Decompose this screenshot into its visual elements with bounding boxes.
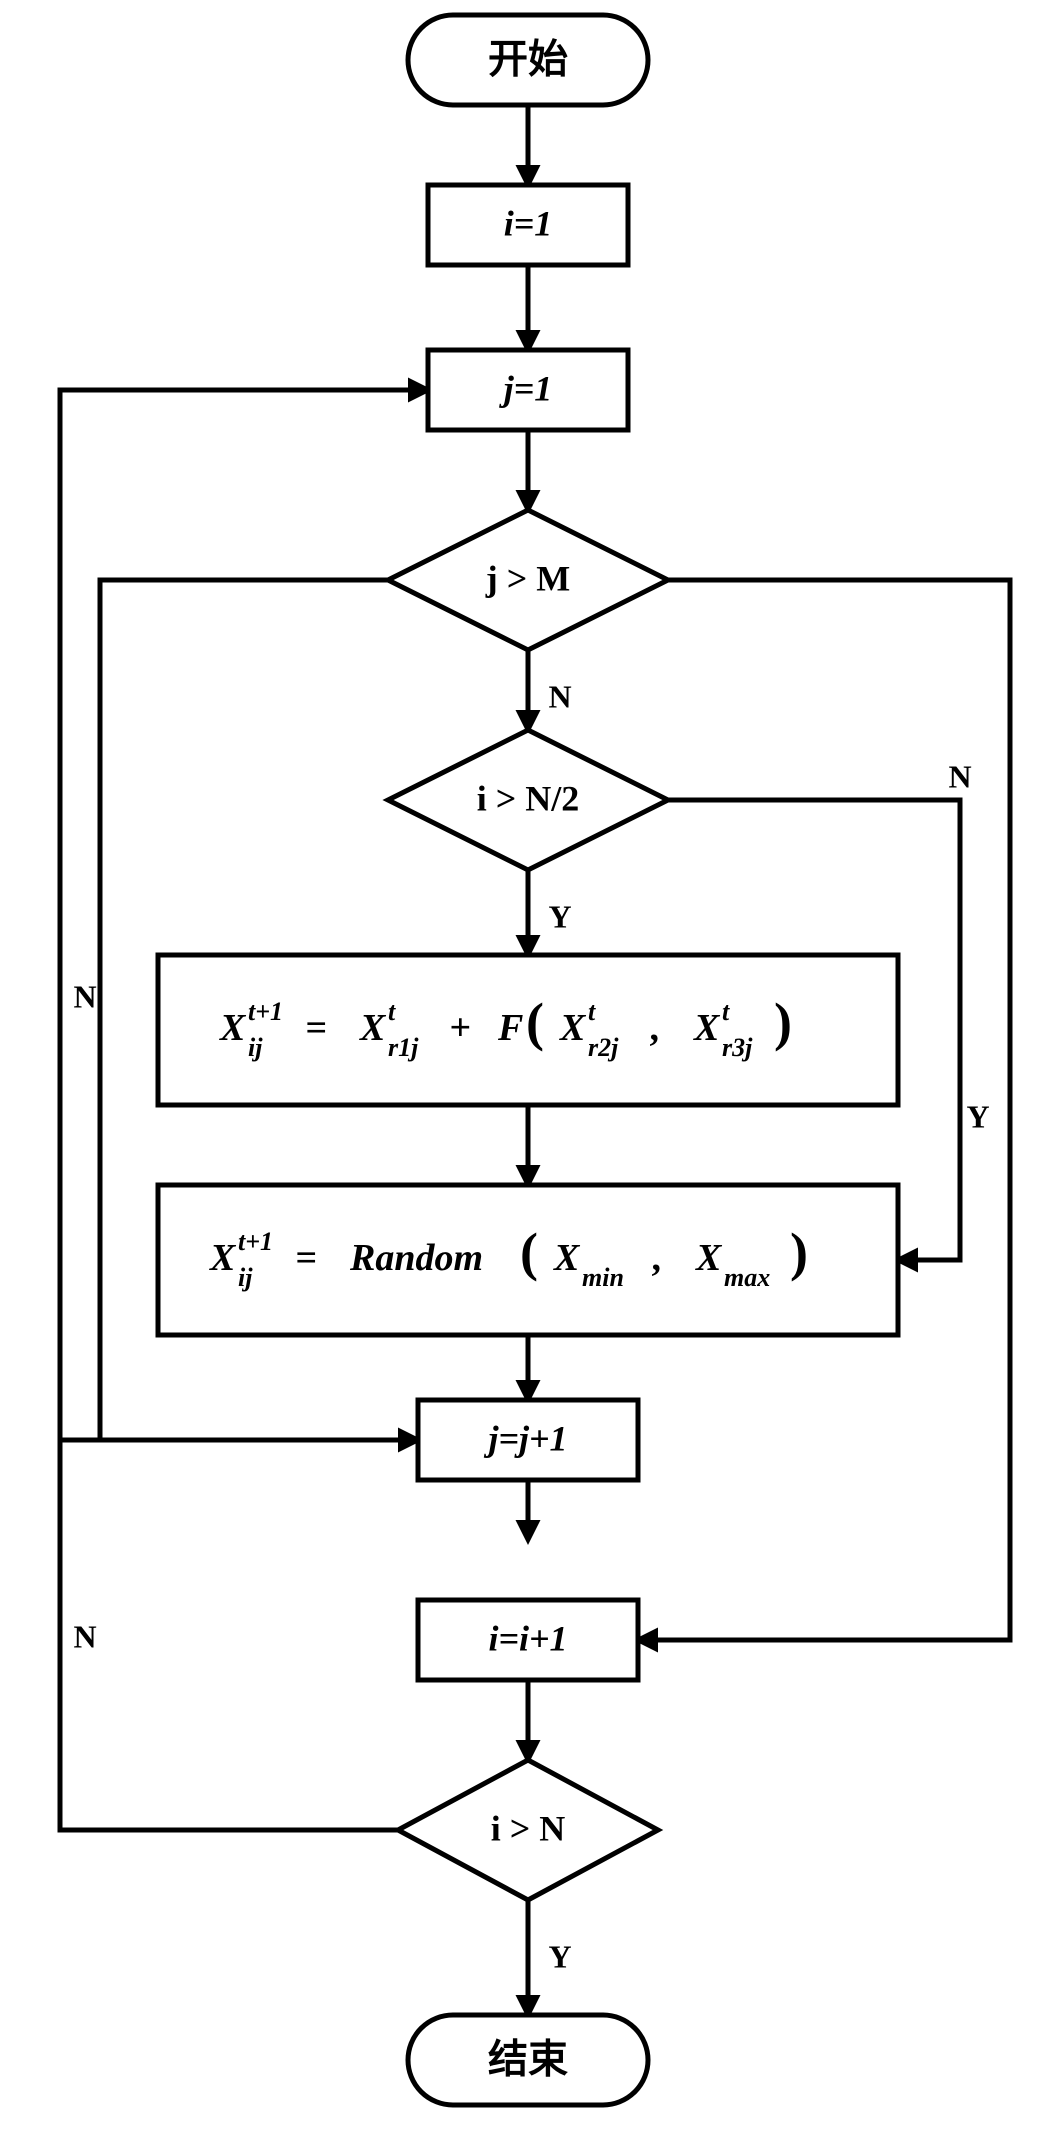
svg-text:Y: Y [966, 1098, 989, 1134]
flowchart-svg: NYNNYNY开始i=1j=1j > Mi > N/2Xijt+1 = Xr1j… [0, 0, 1056, 2141]
svg-text:Y: Y [548, 898, 571, 934]
label-start: 开始 [488, 38, 568, 82]
label-init_j: j=1 [499, 368, 553, 408]
svg-text:N: N [548, 678, 571, 714]
edge [60, 1440, 398, 1830]
svg-text:N: N [73, 978, 96, 1014]
label-dec_iN2: i > N/2 [477, 778, 580, 818]
svg-text:Y: Y [548, 1938, 571, 1974]
label-dec_iN: i > N [491, 1808, 566, 1848]
svg-text:N: N [73, 1618, 96, 1654]
label-inc_j: j=j+1 [483, 1418, 567, 1458]
edge [638, 580, 1010, 1640]
label-end: 结束 [488, 2038, 568, 2082]
label-dec_jM: j > M [485, 558, 570, 598]
label-init_i: i=1 [504, 203, 553, 243]
svg-text:N: N [948, 758, 971, 794]
label-inc_i: i=i+1 [488, 1618, 567, 1658]
